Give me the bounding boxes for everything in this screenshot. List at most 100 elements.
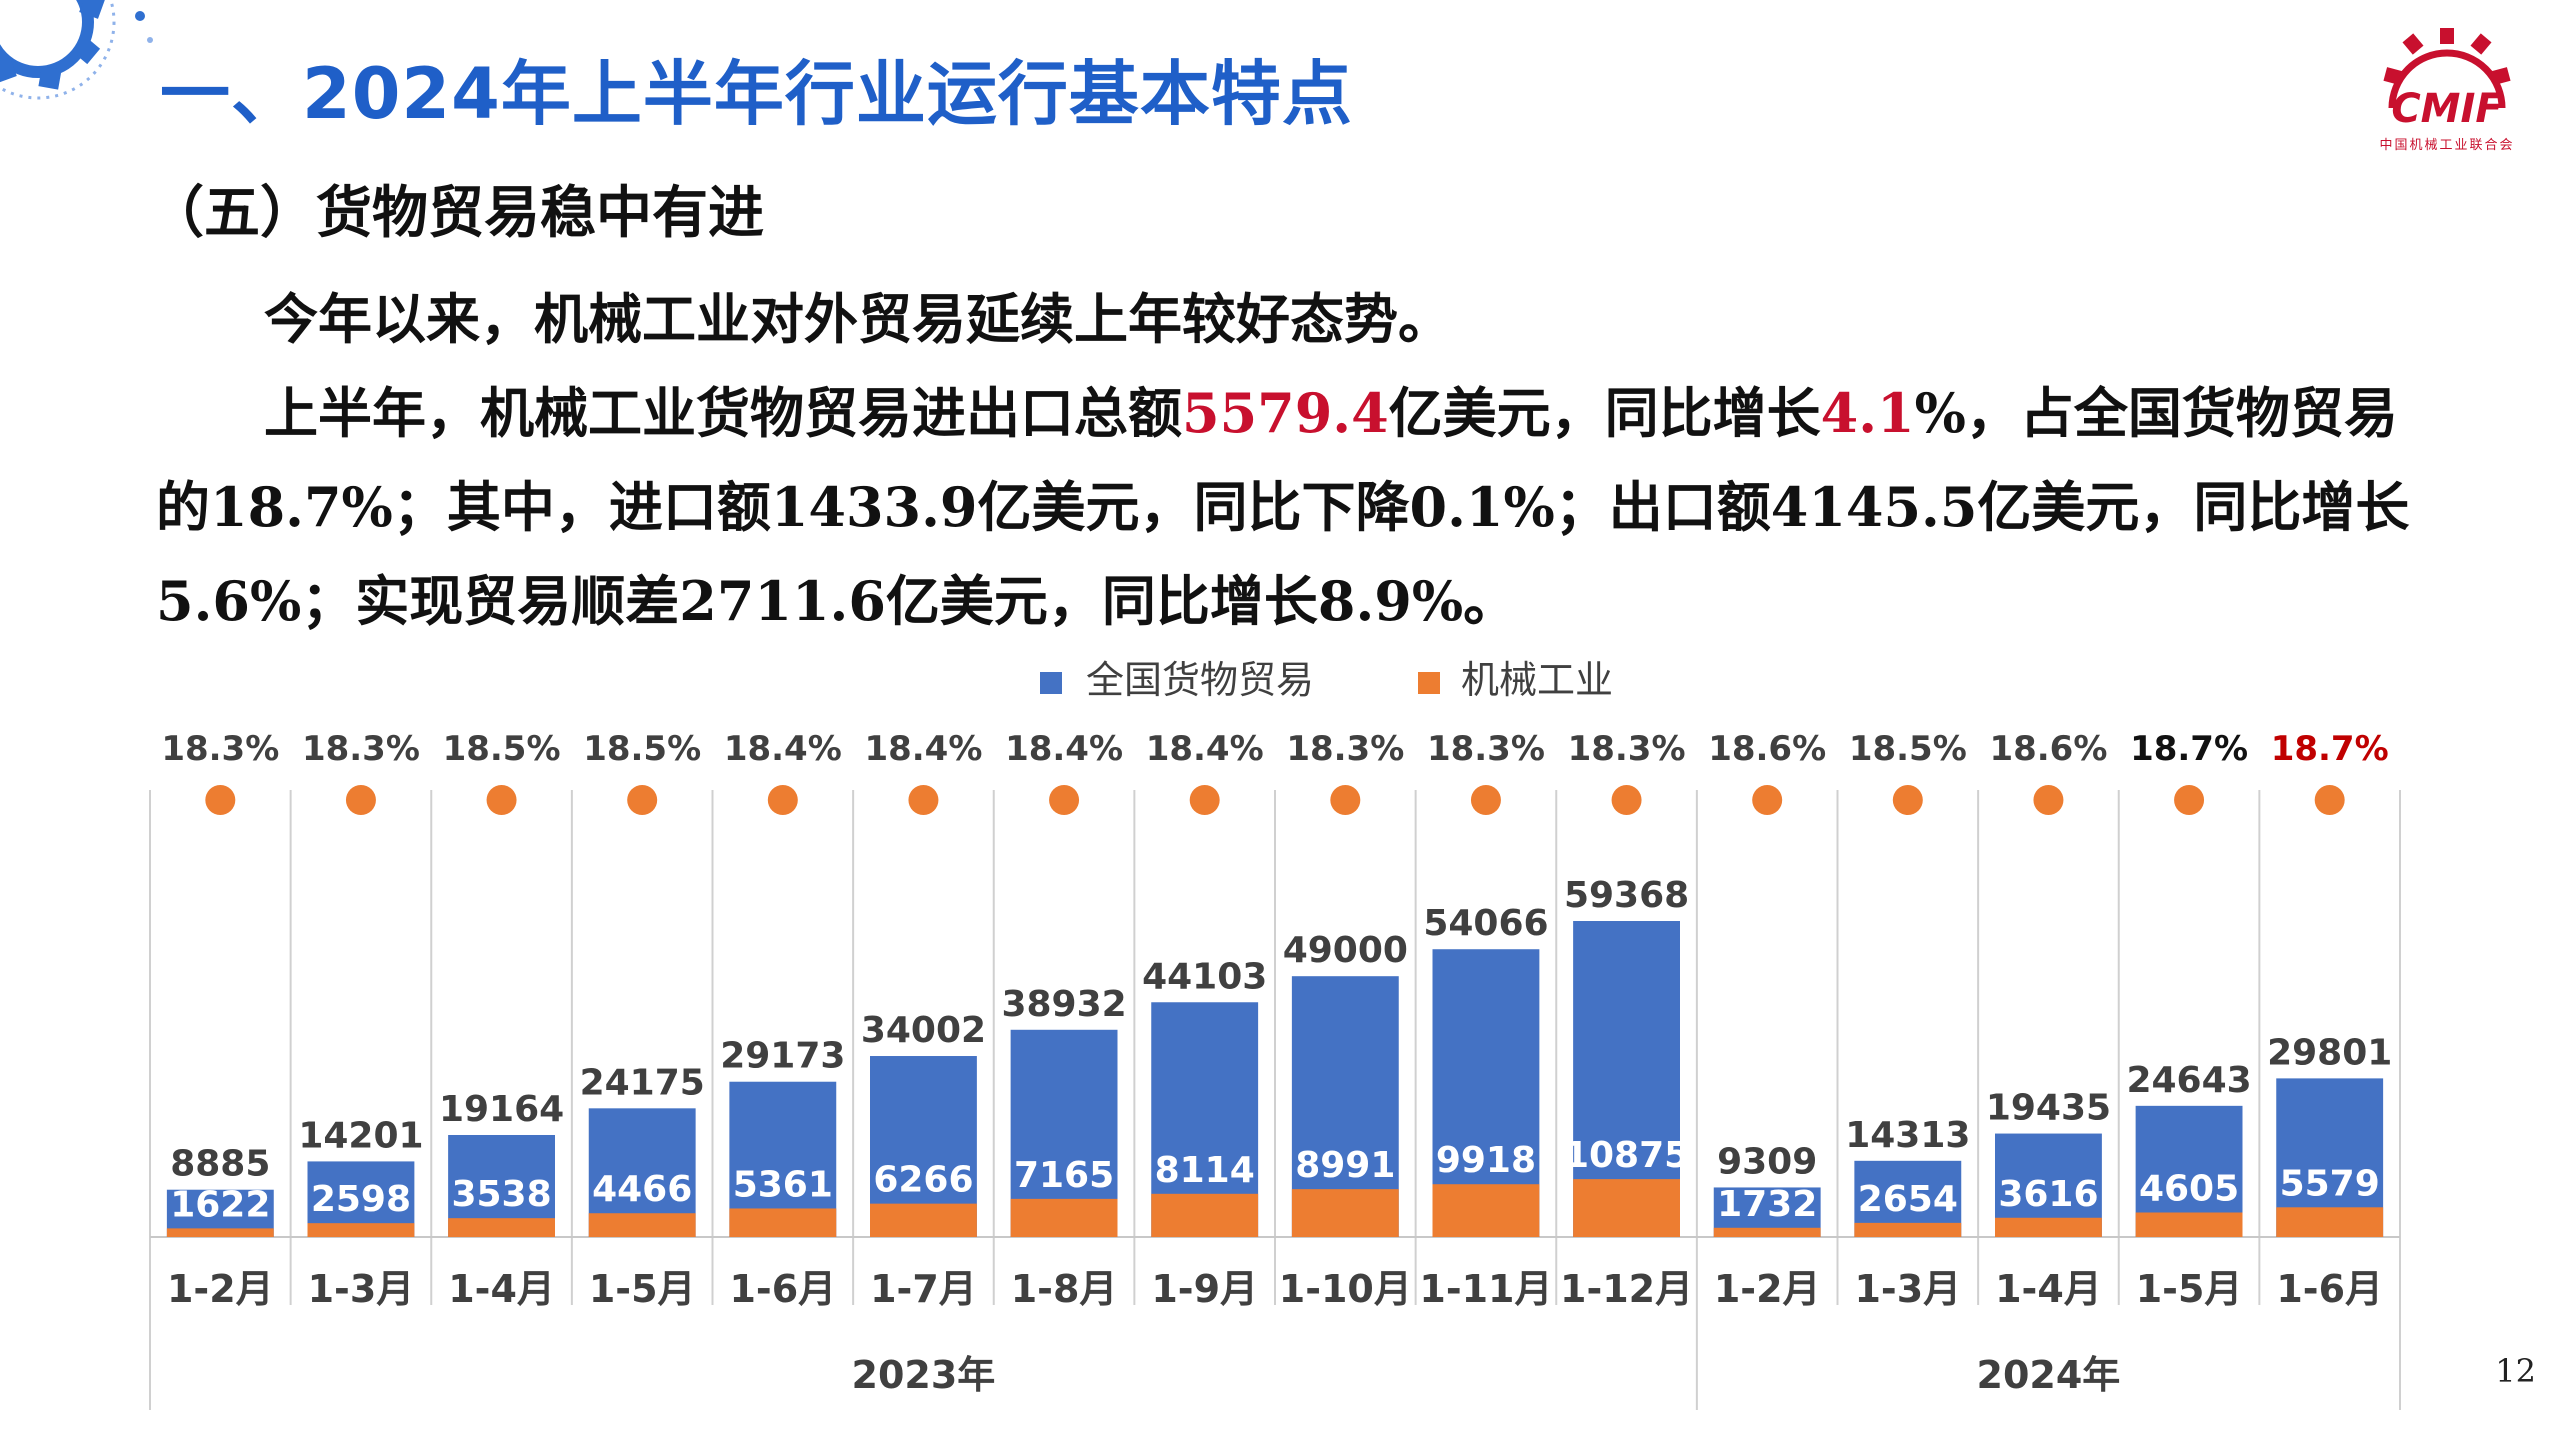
- bar-machinery: [1995, 1217, 2102, 1237]
- value-label-national: 44103: [1142, 956, 1267, 997]
- share-label: 18.4%: [1005, 729, 1123, 769]
- share-label: 18.4%: [1146, 729, 1264, 769]
- share-dot: [767, 785, 798, 815]
- category-label: 1-6月: [729, 1267, 836, 1311]
- value-label-national: 29173: [720, 1036, 845, 1077]
- share-dot: [1470, 785, 1501, 815]
- group-label-2024: 2024年: [1977, 1353, 2121, 1397]
- trade-chart: 全国货物贸易 机械工业 18.3% 8885 1622 1-2月 18.3% 14201 259…: [0, 640, 2560, 1420]
- value-label-national: 24643: [2126, 1060, 2251, 1101]
- value-label-machinery: 4605: [2139, 1168, 2239, 1209]
- slide-title: 一、2024年上半年行业运行基本特点: [160, 53, 1353, 135]
- share-dot: [1049, 785, 1080, 815]
- value-label-national: 38932: [1001, 984, 1126, 1025]
- cmif-logo-icon: CMIF: [2383, 28, 2511, 132]
- category-label: 1-5月: [589, 1267, 696, 1311]
- share-dot: [205, 785, 236, 815]
- share-dot: [2314, 785, 2345, 815]
- share-dot: [345, 785, 376, 815]
- value-label-machinery: 2654: [1858, 1179, 1958, 1220]
- share-label: 18.5%: [583, 729, 701, 769]
- value-label-national: 8885: [170, 1144, 270, 1185]
- value-label-national: 14201: [298, 1115, 423, 1156]
- para2-part-a: 上半年，机械工业货物贸易进出口总额: [264, 381, 1182, 445]
- body-text: 今年以来，机械工业对外贸易延续上年较好态势。 上半年，机械工业货物贸易进出口总额…: [156, 272, 2420, 648]
- category-label: 1-3月: [1854, 1267, 1961, 1311]
- share-dot: [2174, 785, 2205, 815]
- group-label-2023: 2023年: [852, 1353, 996, 1397]
- para2-part-c: %，占全国货物贸易的18.7%；其中，进口额1433.9亿美元，同比下降0.1%…: [156, 381, 2410, 633]
- share-dot: [486, 785, 517, 815]
- value-label-machinery: 2598: [311, 1179, 411, 1220]
- category-label: 1-7月: [870, 1267, 977, 1311]
- category-label: 1-5月: [2136, 1267, 2243, 1311]
- bar-machinery: [166, 1228, 274, 1237]
- logo-text: CMIF: [2391, 86, 2502, 132]
- share-label: 18.3%: [1427, 729, 1545, 769]
- value-label-machinery: 5579: [2280, 1163, 2380, 1204]
- value-label-machinery: 3538: [451, 1174, 551, 1215]
- value-label-machinery: 5361: [733, 1164, 833, 1205]
- value-label-machinery: 4466: [592, 1169, 692, 1210]
- bar-machinery: [870, 1203, 977, 1237]
- bar-machinery: [1010, 1198, 1118, 1237]
- value-label-machinery: 8991: [1295, 1145, 1395, 1186]
- bar-machinery: [1151, 1193, 1259, 1237]
- bar-machinery: [2135, 1212, 2243, 1237]
- value-label-national: 54066: [1423, 903, 1548, 944]
- share-label: 18.3%: [1286, 729, 1404, 769]
- value-label-machinery: 6266: [873, 1160, 973, 1201]
- share-label: 18.5%: [443, 729, 561, 769]
- share-dot: [627, 785, 658, 815]
- value-label-machinery: 10875: [1564, 1135, 1689, 1176]
- value-label-machinery: 7165: [1014, 1155, 1114, 1196]
- bar-machinery: [1854, 1222, 1962, 1237]
- category-label: 1-10月: [1279, 1267, 1412, 1311]
- share-label: 18.3%: [1568, 729, 1686, 769]
- share-label: 18.3%: [161, 729, 279, 769]
- share-dot: [1189, 785, 1220, 815]
- share-dot: [1752, 785, 1783, 815]
- legend-label-national: 全国货物贸易: [1086, 658, 1314, 702]
- value-label-machinery: 3616: [1998, 1174, 2098, 1215]
- share-dot: [1611, 785, 1642, 815]
- value-label-national: 49000: [1283, 930, 1408, 971]
- bar-machinery: [307, 1223, 415, 1237]
- value-label-national: 19164: [439, 1089, 564, 1130]
- value-label-national: 59368: [1564, 875, 1689, 916]
- bar-machinery: [2276, 1207, 2384, 1237]
- bar-machinery: [1713, 1227, 1821, 1237]
- bar-machinery: [1432, 1184, 1540, 1237]
- category-label: 1-6月: [2276, 1267, 2383, 1311]
- category-label: 1-9月: [1151, 1267, 1258, 1311]
- share-label: 18.4%: [864, 729, 982, 769]
- gear-decoration-icon: [0, 0, 153, 100]
- share-label: 18.7%: [2130, 729, 2248, 769]
- value-label-machinery: 1732: [1717, 1184, 1817, 1225]
- value-label-national: 34002: [861, 1010, 986, 1051]
- bar-machinery: [448, 1218, 555, 1237]
- value-label-national: 29801: [2267, 1032, 2392, 1073]
- value-label-national: 14313: [1845, 1115, 1970, 1156]
- highlight-growth-rate: 4.1: [1820, 381, 1915, 445]
- share-label: 18.6%: [1708, 729, 1826, 769]
- share-dot: [1330, 785, 1361, 815]
- bar-machinery: [588, 1213, 696, 1237]
- share-dot: [1892, 785, 1923, 815]
- category-label: 1-11月: [1419, 1267, 1552, 1311]
- value-label-machinery: 1622: [170, 1184, 270, 1225]
- legend-label-machinery: 机械工业: [1461, 658, 1613, 702]
- legend-swatch-machinery: [1418, 672, 1440, 694]
- paragraph-intro: 今年以来，机械工业对外贸易延续上年较好态势。: [264, 287, 1452, 351]
- share-label: 18.4%: [724, 729, 842, 769]
- logo-subtitle: 中国机械工业联合会: [2379, 138, 2515, 153]
- share-label: 18.3%: [302, 729, 420, 769]
- value-label-machinery: 9918: [1436, 1140, 1536, 1181]
- category-label: 1-2月: [1714, 1267, 1821, 1311]
- share-dot: [2033, 785, 2064, 815]
- category-label: 1-4月: [448, 1267, 555, 1311]
- share-label: 18.7%: [2271, 729, 2389, 769]
- page-number: 12: [2495, 1352, 2536, 1390]
- highlight-total-value: 5579.4: [1182, 381, 1389, 445]
